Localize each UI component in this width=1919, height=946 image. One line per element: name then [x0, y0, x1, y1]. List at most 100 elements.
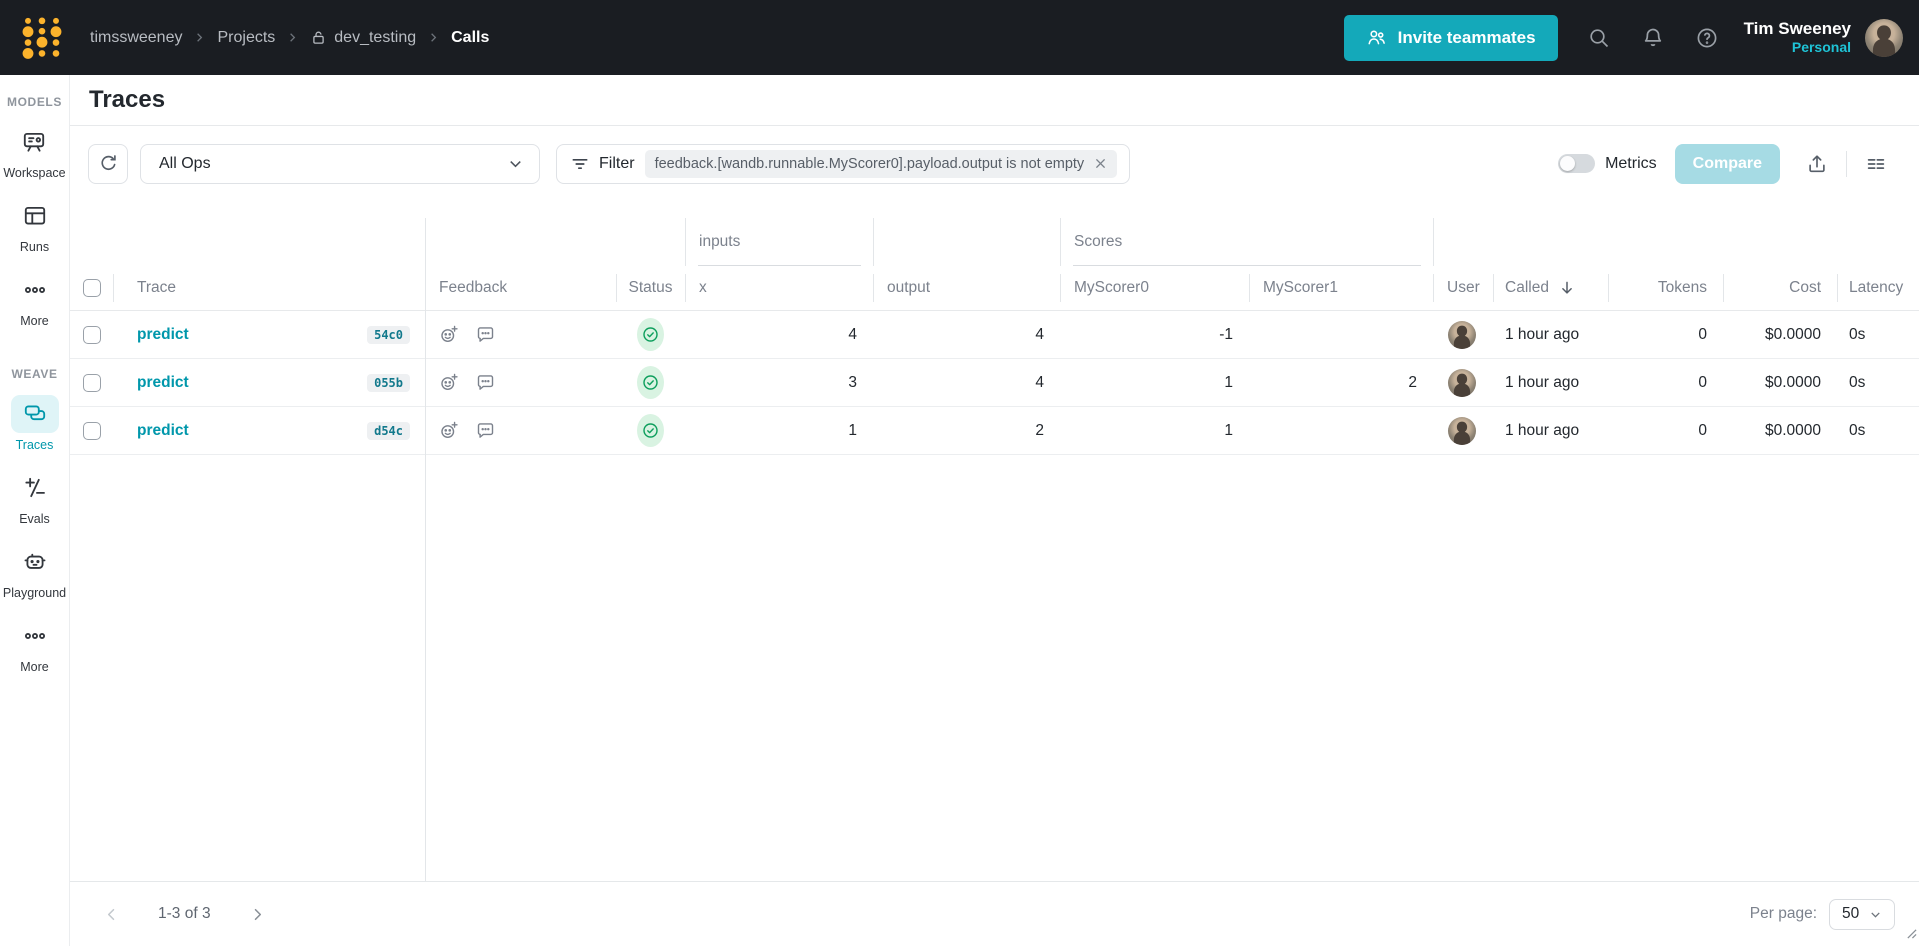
breadcrumb-project[interactable]: dev_testing	[310, 29, 416, 47]
sidebar-item-traces[interactable]: Traces	[10, 395, 59, 452]
trace-id-chip[interactable]: 055b	[367, 373, 410, 392]
metrics-label: Metrics	[1605, 154, 1657, 172]
myscorer0-cell: -1	[1219, 325, 1233, 343]
group-spacer	[70, 218, 685, 266]
bell-icon[interactable]	[1626, 15, 1680, 61]
resize-handle[interactable]	[1906, 926, 1917, 944]
column-header-cost[interactable]: Cost	[1723, 266, 1837, 310]
breadcrumb-page: Calls	[451, 28, 490, 46]
status-success-icon	[637, 318, 664, 351]
breadcrumb-account[interactable]: timssweeney	[90, 28, 183, 46]
filter-chip[interactable]: feedback.[wandb.runnable.MyScorer0].payl…	[644, 149, 1118, 178]
next-page-chevron-icon[interactable]	[243, 899, 273, 929]
tokens-cell: 0	[1698, 421, 1707, 439]
column-header-latency[interactable]: Latency	[1837, 266, 1919, 310]
column-header-myscorer0[interactable]: MyScorer0	[1060, 266, 1249, 310]
breadcrumb-projects[interactable]: Projects	[217, 28, 276, 46]
trace-link[interactable]: predict	[137, 373, 189, 391]
table-row[interactable]: predict 055b	[70, 359, 1919, 407]
cost-cell: $0.0000	[1764, 325, 1821, 343]
select-all-checkbox[interactable]	[83, 279, 101, 297]
column-header-called[interactable]: Called	[1493, 266, 1608, 310]
top-navbar: timssweeney Projects dev_testing Calls	[0, 0, 1919, 75]
refresh-button[interactable]	[88, 143, 128, 184]
column-header-x[interactable]: x	[685, 266, 873, 310]
output-cell: 4	[1035, 325, 1044, 343]
myscorer1-cell	[1249, 311, 1433, 358]
sidebar-section-models: MODELS	[7, 95, 62, 109]
trace-link[interactable]: predict	[137, 421, 189, 439]
row-checkbox[interactable]	[83, 325, 101, 344]
chevron-right-icon	[285, 30, 300, 45]
feedback-cell	[425, 407, 616, 454]
trace-link[interactable]: predict	[137, 325, 189, 343]
trace-id-chip[interactable]: d54c	[367, 421, 410, 440]
add-reaction-icon[interactable]	[439, 324, 460, 345]
sort-desc-arrow-icon[interactable]	[1558, 279, 1576, 297]
ops-filter-select[interactable]: All Ops	[140, 143, 540, 184]
invite-teammates-button[interactable]: Invite teammates	[1343, 14, 1558, 61]
toolbar-right: Metrics Compare	[1558, 143, 1895, 184]
add-reaction-icon[interactable]	[439, 420, 460, 441]
table-row[interactable]: predict d54c	[70, 407, 1919, 455]
per-page-select[interactable]: 50	[1829, 898, 1895, 930]
table-row[interactable]: predict 54c0	[70, 311, 1919, 359]
wandb-logo[interactable]	[20, 13, 64, 63]
latency-cell: 0s	[1849, 325, 1866, 343]
column-header-feedback[interactable]: Feedback	[425, 266, 616, 310]
sidebar: MODELS Workspace Runs	[0, 75, 70, 946]
sidebar-item-workspace[interactable]: Workspace	[3, 123, 66, 180]
sidebar-item-evals[interactable]: Evals	[11, 469, 59, 526]
search-icon[interactable]	[1572, 15, 1626, 61]
add-reaction-icon[interactable]	[439, 372, 460, 393]
compare-button[interactable]: Compare	[1674, 143, 1780, 184]
close-icon[interactable]	[1093, 156, 1108, 171]
chevron-down-icon	[1868, 907, 1883, 922]
column-header-status[interactable]: Status	[616, 266, 685, 310]
metrics-toggle[interactable]	[1558, 154, 1596, 173]
filter-bar[interactable]: Filter feedback.[wandb.runnable.MyScorer…	[556, 143, 1131, 184]
status-cell	[616, 407, 685, 454]
avatar	[1448, 320, 1476, 349]
column-settings-icon[interactable]	[1857, 145, 1895, 183]
comment-icon[interactable]	[475, 372, 496, 393]
sidebar-item-more-weave[interactable]: More	[11, 617, 59, 674]
feedback-cell	[425, 311, 616, 358]
chevron-down-icon	[506, 154, 525, 173]
row-checkbox[interactable]	[83, 373, 101, 392]
robot-icon	[11, 543, 59, 581]
column-header-user[interactable]: User	[1433, 266, 1493, 310]
avatar[interactable]	[1865, 18, 1903, 57]
invite-teammates-label: Invite teammates	[1397, 27, 1536, 47]
column-header-trace[interactable]: Trace	[113, 266, 425, 310]
input-x-cell: 3	[848, 373, 857, 391]
sidebar-item-label: Workspace	[3, 166, 66, 180]
lock-icon	[313, 31, 325, 44]
help-icon[interactable]	[1680, 15, 1734, 61]
called-cell: 1 hour ago	[1505, 421, 1580, 439]
sidebar-item-label: More	[20, 314, 49, 328]
sidebar-item-runs[interactable]: Runs	[11, 197, 59, 254]
group-header-inputs: inputs	[685, 218, 873, 266]
feedback-cell	[425, 359, 616, 406]
user-block[interactable]: Tim Sweeney Personal	[1744, 18, 1851, 57]
comment-icon[interactable]	[475, 324, 496, 345]
column-header-output[interactable]: output	[873, 266, 1060, 310]
evals-icon	[11, 469, 59, 507]
sidebar-item-more-models[interactable]: More	[11, 271, 59, 328]
trace-id-chip[interactable]: 54c0	[367, 325, 410, 344]
row-checkbox[interactable]	[83, 421, 101, 440]
ops-filter-value: All Ops	[159, 154, 211, 172]
sidebar-section-weave: WEAVE	[11, 367, 58, 381]
column-header-tokens[interactable]: Tokens	[1608, 266, 1723, 310]
prev-page-chevron-icon[interactable]	[96, 899, 126, 929]
export-icon[interactable]	[1798, 145, 1836, 183]
user-name: Tim Sweeney	[1743, 19, 1851, 39]
sidebar-item-playground[interactable]: Playground	[3, 543, 66, 600]
toolbar-divider	[1846, 150, 1847, 177]
sidebar-item-label: Runs	[19, 240, 50, 254]
comment-icon[interactable]	[475, 420, 496, 441]
per-page-label: Per page:	[1749, 905, 1817, 922]
myscorer0-cell: 1	[1224, 421, 1233, 439]
column-header-myscorer1[interactable]: MyScorer1	[1249, 266, 1433, 310]
